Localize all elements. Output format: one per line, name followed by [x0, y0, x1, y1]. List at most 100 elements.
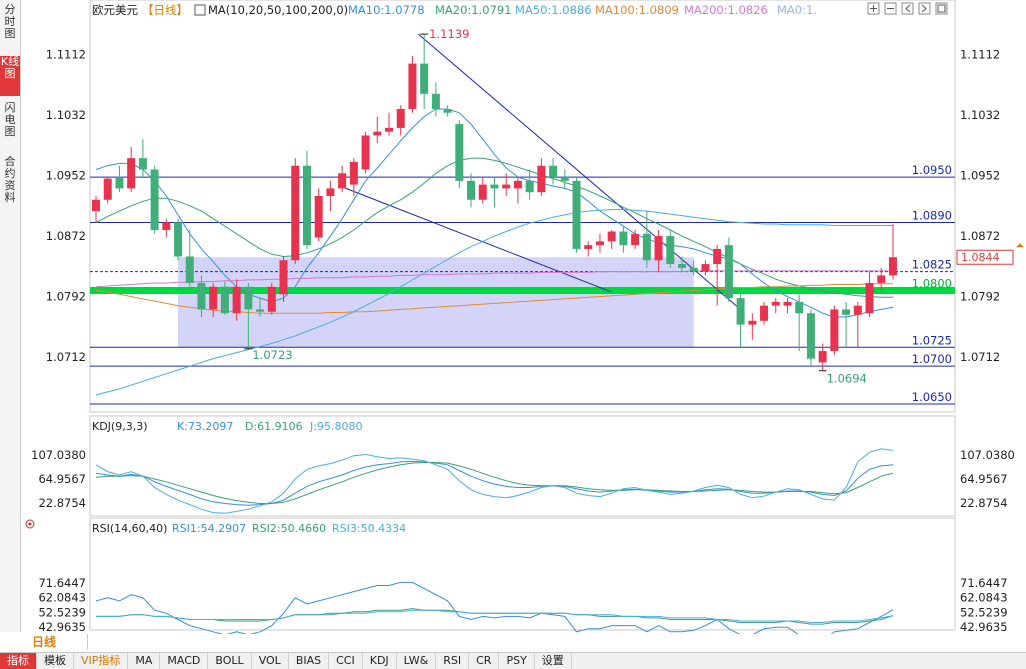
ma50-value: MA50:1.0886 [515, 3, 592, 17]
ma20-value: MA20:1.0791 [435, 3, 512, 17]
ma0-value: MA0:1. [777, 3, 817, 17]
candle-body [619, 231, 628, 246]
kdj-tick-left: 107.0380 [31, 448, 86, 462]
tab-kdj[interactable]: KDJ [363, 653, 397, 669]
candle [783, 298, 792, 314]
candle-body [513, 180, 522, 189]
candle-body [291, 165, 300, 261]
candle-body [138, 158, 147, 170]
candle-body [490, 184, 499, 189]
tab-rsi[interactable]: RSI [436, 653, 470, 669]
candle [127, 146, 136, 193]
rsi-tick-right: 42.9635 [960, 620, 1008, 634]
candle [748, 313, 757, 340]
candle-body [162, 222, 171, 231]
period-selector[interactable]: 日线 [20, 634, 88, 650]
kdj-tick-right: 107.0380 [960, 448, 1015, 462]
level-label: 1.0725 [912, 333, 952, 347]
kline-chart[interactable]: 欧元美元 【日线】 MA(10,20,50,100,200,0) MA10:1.… [20, 0, 1026, 646]
candle-body [560, 177, 569, 181]
ma100-value: MA100:1.0809 [595, 3, 679, 17]
price-tick-right: 1.0952 [960, 169, 1000, 183]
tab-time-chart[interactable]: 分时图 [4, 3, 16, 40]
level-label: 1.0890 [912, 208, 952, 222]
tab-ma[interactable]: MA [128, 653, 161, 669]
candle [736, 294, 745, 348]
candle [877, 267, 886, 291]
ma10-value: MA10:1.0778 [348, 3, 425, 17]
candle-body [92, 199, 100, 212]
candle-body [724, 245, 733, 299]
candle-body [467, 180, 476, 200]
ma-line-ma20 [95, 157, 893, 298]
tab-vol[interactable]: VOL [252, 653, 289, 669]
candle-body [361, 135, 370, 170]
move-right-icon[interactable] [918, 2, 931, 15]
tab-cci[interactable]: CCI [329, 653, 363, 669]
kdj-d-value: D:61.9106 [245, 420, 303, 433]
candle-body [584, 245, 593, 249]
candle [408, 56, 417, 113]
tab-bias[interactable]: BIAS [289, 653, 330, 669]
period-label: 【日线】 [142, 3, 188, 17]
level-label: 1.0700 [912, 352, 952, 366]
fullscreen-icon[interactable] [935, 2, 948, 15]
candle [525, 169, 534, 200]
candle [361, 131, 370, 174]
tab-contract-info[interactable]: 合约资料 [4, 155, 16, 204]
candle-body [302, 165, 311, 246]
rsi1-value: RSI1:54.2907 [172, 522, 246, 535]
candle-body [818, 351, 827, 363]
candle-body [842, 309, 851, 315]
price-tick-left: 1.0712 [46, 350, 86, 364]
candle [853, 301, 862, 348]
rsi-title: RSI(14,60,40) [92, 522, 167, 535]
candle [537, 158, 546, 196]
tab-cr[interactable]: CR [469, 653, 500, 669]
move-left-icon[interactable] [901, 2, 914, 15]
price-tick-right: 1.0872 [960, 229, 1000, 243]
candle [701, 260, 710, 276]
candle-body [478, 184, 487, 200]
price-tick-right: 1.1032 [960, 108, 1000, 122]
tab-boll[interactable]: BOLL [208, 653, 252, 669]
candle [256, 298, 265, 318]
rsi2-value: RSI2:50.4660 [252, 522, 326, 535]
candle [103, 177, 112, 204]
tab-vip-indicators[interactable]: VIP指标 [74, 653, 129, 669]
candle [396, 105, 405, 136]
price-tick-right: 1.0792 [960, 290, 1000, 304]
candle [326, 180, 335, 212]
price-tick-left: 1.0952 [46, 169, 86, 183]
price-tick-right: 1.1112 [960, 48, 1000, 62]
zoom-out-icon[interactable] [884, 2, 897, 15]
kdj-line-d [95, 462, 894, 504]
candle [220, 281, 229, 315]
low-annotation-2: 1.0694 [827, 372, 867, 386]
candle-body [373, 131, 382, 136]
candle [818, 343, 827, 371]
tab-kline-chart[interactable]: K线图 [0, 56, 20, 96]
trend-line [417, 33, 741, 310]
ma200-value: MA200:1.0826 [684, 3, 768, 17]
tab-psy[interactable]: PSY [499, 653, 535, 669]
candle [806, 309, 815, 367]
tab-settings[interactable]: 设置 [535, 653, 572, 669]
tab-template[interactable]: 模板 [37, 653, 74, 669]
price-tick-left: 1.1192 [46, 0, 86, 1]
price-panel-frame [89, 0, 956, 413]
candle-body [642, 233, 651, 261]
tab-indicators[interactable]: 指标 [0, 653, 37, 669]
tab-macd[interactable]: MACD [160, 653, 209, 669]
price-tick-left: 1.1032 [46, 108, 86, 122]
candle [795, 294, 804, 352]
candle [467, 173, 476, 208]
candle-body [174, 222, 183, 257]
candle-body [502, 184, 511, 189]
tab-flash-chart[interactable]: 闪电图 [4, 101, 16, 138]
candle [760, 301, 769, 325]
rsi-settings-icon[interactable] [25, 519, 35, 529]
kdj-k-value: K:73.2097 [177, 420, 233, 433]
tab-lwr[interactable]: LW& [397, 653, 437, 669]
zoom-in-icon[interactable] [867, 2, 880, 15]
